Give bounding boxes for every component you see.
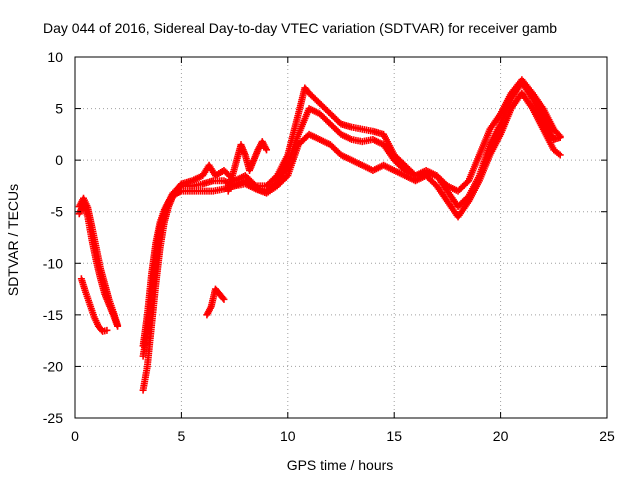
data-point (220, 295, 228, 303)
data-point (103, 326, 111, 334)
y-tick-label: 5 (55, 101, 63, 117)
x-tick-label: 20 (493, 428, 509, 444)
chart-title: Day 044 of 2016, Sidereal Day-to-day VTE… (43, 20, 557, 36)
y-tick-label: 10 (47, 49, 63, 65)
y-tick-label: -25 (43, 410, 63, 426)
y-tick-label: 0 (55, 152, 63, 168)
x-axis-label: GPS time / hours (287, 457, 394, 473)
axis-ticks: 0 5 10 15 20 25 -25 -20 -15 -10 -5 0 5 10 (43, 49, 615, 444)
series-trace-g (203, 285, 228, 319)
data-point (114, 322, 122, 330)
data-point (219, 294, 227, 302)
y-tick-label: -15 (43, 307, 63, 323)
data-point (556, 133, 564, 141)
x-tick-label: 15 (386, 428, 402, 444)
plot-frame (74, 56, 608, 419)
x-tick-label: 5 (178, 428, 186, 444)
data-point (282, 173, 290, 181)
y-tick-label: -10 (43, 255, 63, 271)
x-tick-label: 10 (280, 428, 296, 444)
y-tick-label: -20 (43, 358, 63, 374)
series-trace-c (77, 275, 111, 335)
series-trace-b (75, 199, 122, 330)
series-trace-h (224, 138, 271, 195)
x-tick-label: 0 (71, 428, 79, 444)
data-point (263, 146, 271, 154)
x-tick-label: 25 (599, 428, 615, 444)
series-trace-f (139, 89, 564, 350)
series-trace-e (139, 79, 564, 360)
data-series (75, 76, 564, 394)
data-point (556, 151, 564, 159)
y-tick-label: -5 (51, 204, 64, 220)
grid-lines (75, 57, 607, 418)
y-axis-label: SDTVAR / TECUs (5, 184, 21, 296)
